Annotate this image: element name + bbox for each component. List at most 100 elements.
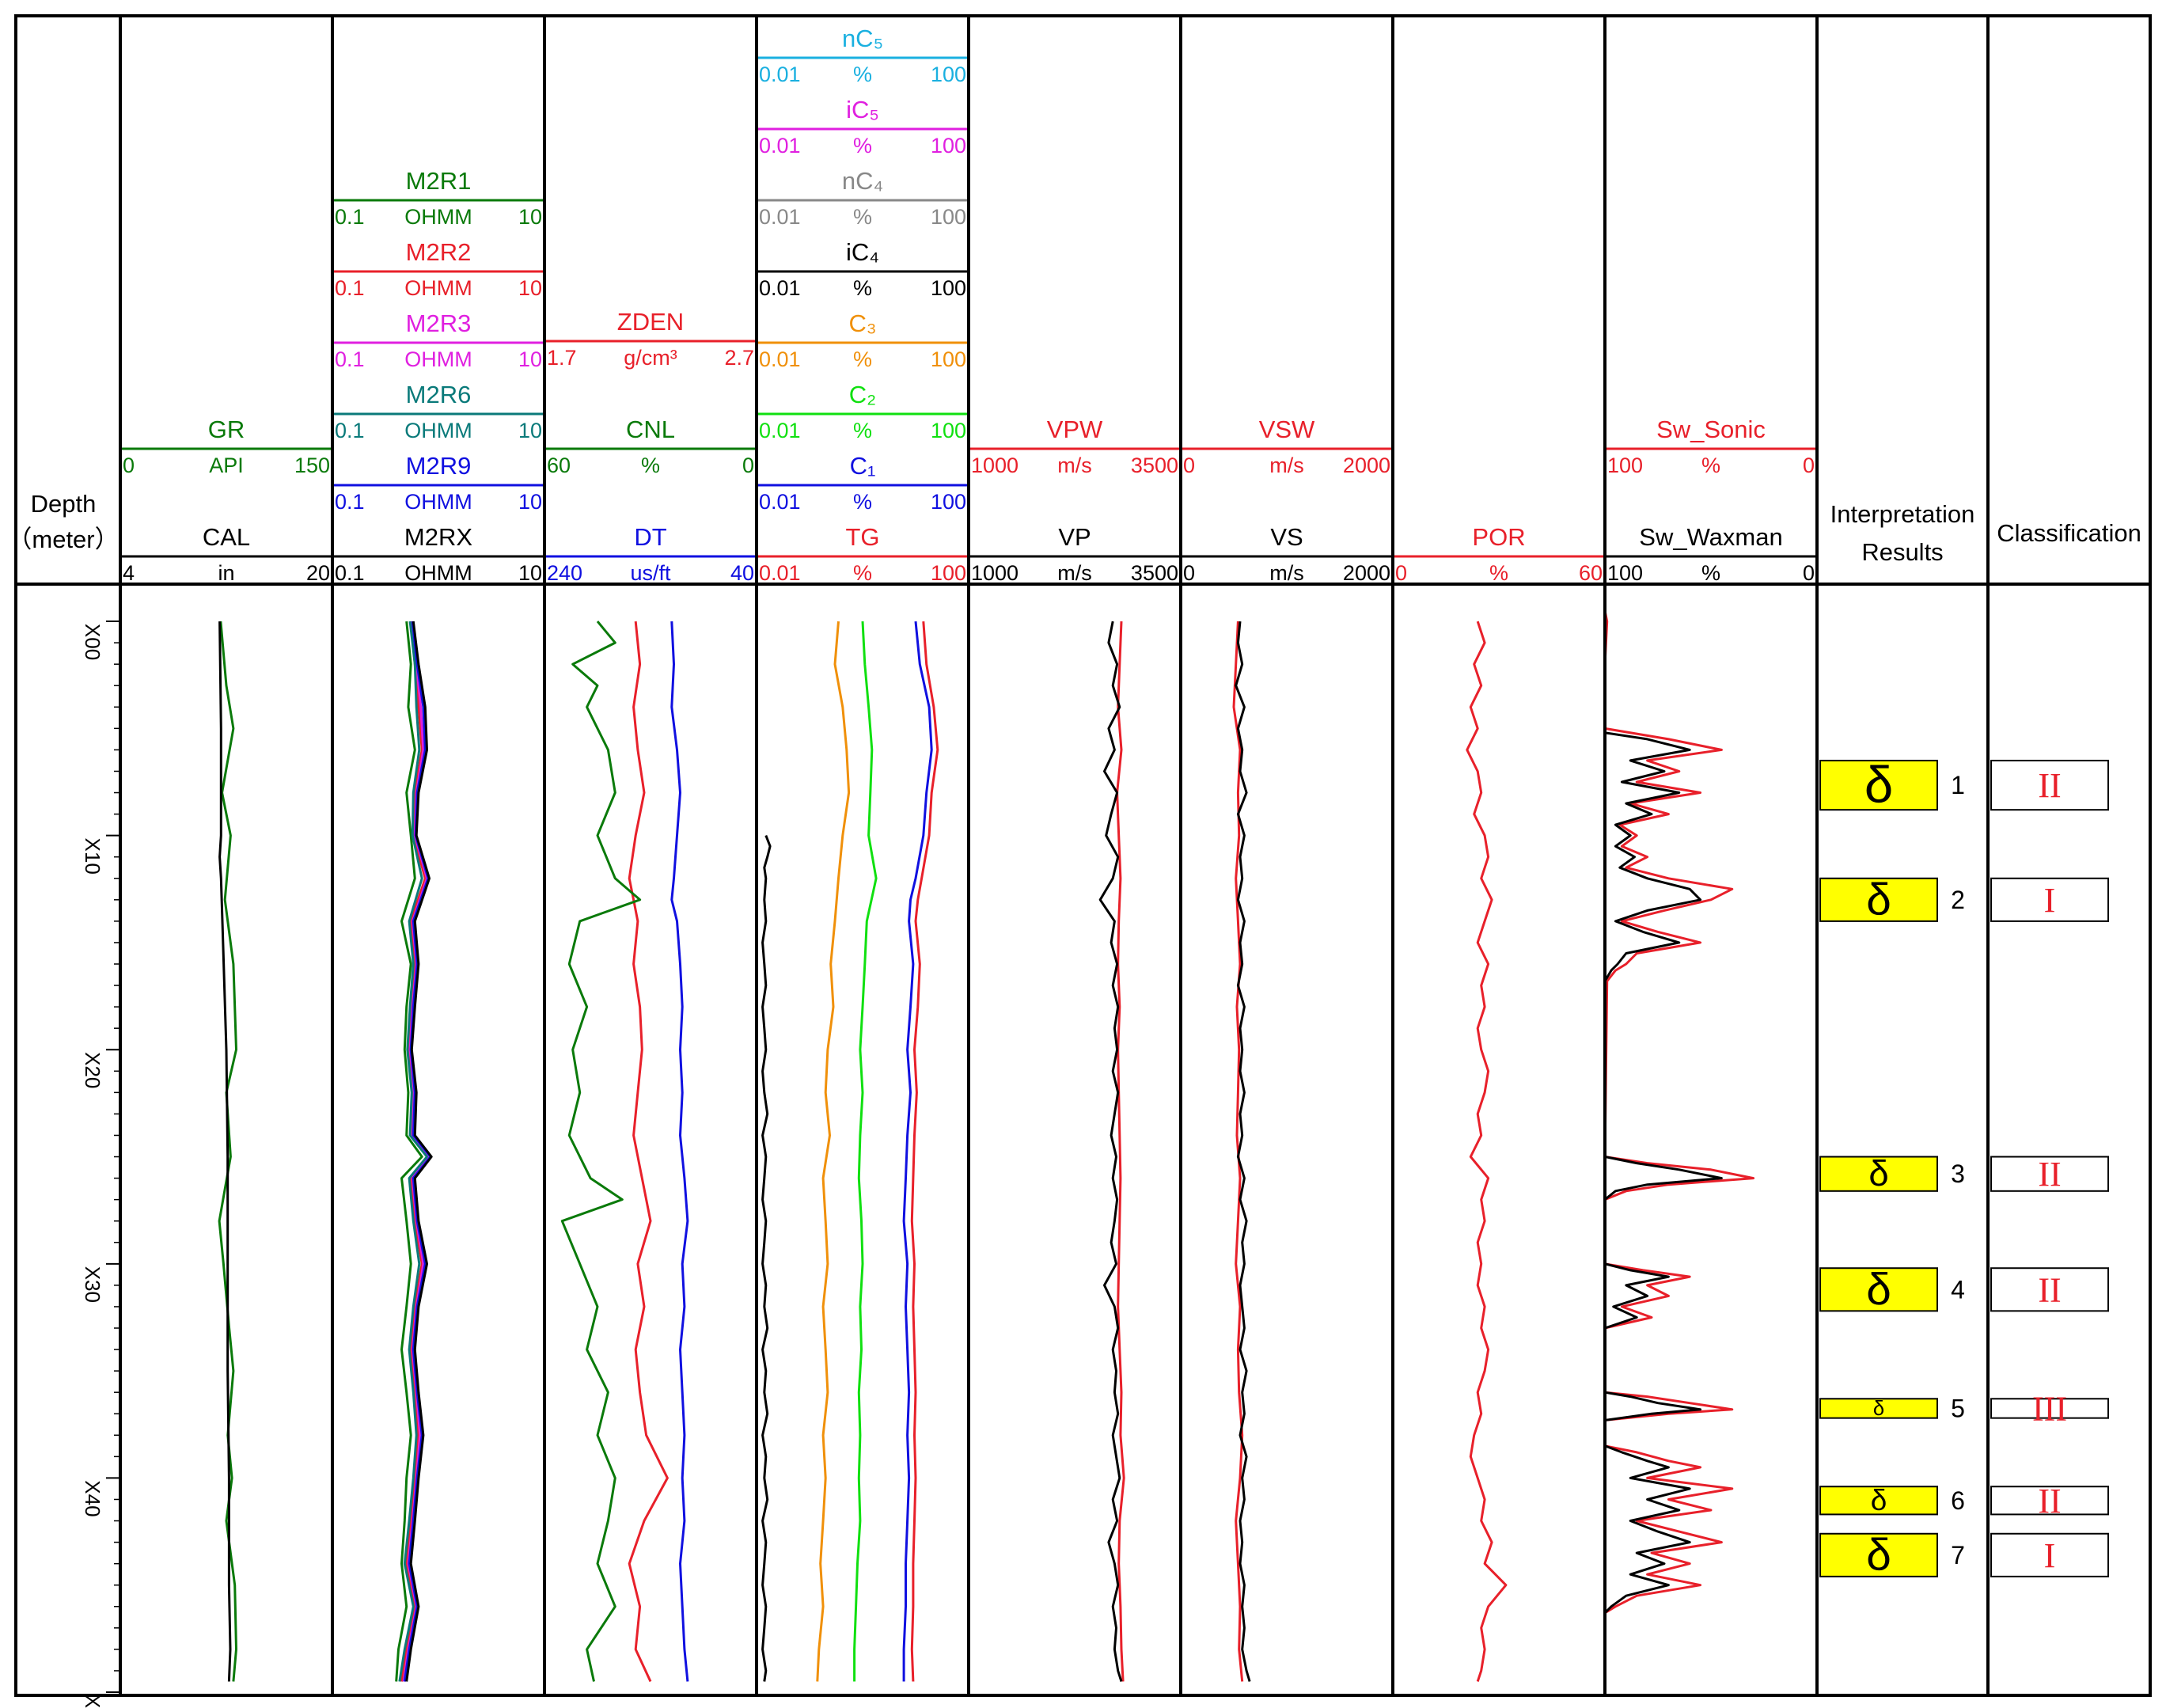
- zone-symbol: δ: [1873, 1398, 1884, 1420]
- scale-unit: %: [853, 490, 872, 514]
- curve-name-tg: TG: [845, 523, 879, 551]
- scale-unit: in: [218, 561, 234, 585]
- curve-c: [853, 621, 878, 1682]
- classification-label: I: [2044, 881, 2056, 920]
- zone-symbol: δ: [1864, 756, 1893, 814]
- scale-unit: OHMM: [404, 205, 472, 229]
- scale-unit: %: [853, 205, 872, 229]
- scale-min: 0.01: [759, 490, 801, 514]
- scale-max: 10: [518, 276, 542, 300]
- scale-max: 100: [931, 419, 966, 442]
- depth-tick-label: X50: [81, 1695, 104, 1708]
- scale-max: 40: [730, 561, 754, 585]
- curve-name-cal: CAL: [203, 523, 250, 551]
- scale-max: 3500: [1131, 561, 1178, 585]
- scale-unit: %: [853, 419, 872, 442]
- scale-min: 0: [1183, 561, 1195, 585]
- zone-number: 7: [1951, 1541, 1965, 1569]
- classification-box: [1990, 1267, 2109, 1312]
- interpretation-zone: [1819, 877, 1938, 922]
- scale-min: 0.01: [759, 561, 801, 585]
- zone-number: 4: [1951, 1275, 1965, 1304]
- depth-title: Depth: [31, 490, 97, 518]
- curve-name-c: C₁: [850, 452, 876, 480]
- scale-unit: API: [209, 454, 244, 477]
- scale-min: 0.01: [759, 63, 801, 86]
- classification-box: [1990, 1156, 2109, 1192]
- curve-name-swsonic: Sw_Sonic: [1656, 416, 1766, 443]
- interpretation-zone: [1819, 1398, 1938, 1419]
- curve-name-m2r1: M2R1: [406, 167, 472, 195]
- curve-name-nc: nC₅: [842, 25, 883, 52]
- scale-min: 1000: [971, 561, 1019, 585]
- curve-name-zden: ZDEN: [617, 308, 684, 336]
- classification-box: [1990, 759, 2109, 811]
- zone-symbol: δ: [1866, 1531, 1891, 1581]
- scale-max: 100: [931, 490, 966, 514]
- curve-name-cnl: CNL: [626, 416, 675, 443]
- curve-m2r6: [398, 621, 428, 1682]
- curve-gr: [218, 621, 237, 1682]
- curve-name-vsw: VSW: [1259, 416, 1315, 443]
- scale-unit: m/s: [1269, 454, 1304, 477]
- classification-label: I: [2044, 1536, 2056, 1575]
- curve-c: [902, 621, 933, 1682]
- scale-unit: OHMM: [404, 419, 472, 442]
- scale-max: 10: [518, 205, 542, 229]
- scale-min: 0: [123, 454, 135, 477]
- scale-max: 0: [742, 454, 754, 477]
- scale-max: 100: [931, 63, 966, 86]
- curve-dt: [670, 621, 689, 1682]
- chart-frame: [14, 14, 2152, 1697]
- zone-symbol: δ: [1866, 1265, 1891, 1315]
- scale-min: 0.1: [335, 276, 365, 300]
- depth-tick-label: X00: [81, 624, 104, 660]
- scale-max: 2000: [1343, 561, 1390, 585]
- scale-unit: g/cm³: [624, 346, 677, 370]
- curve-name-swwaxman: Sw_Waxman: [1639, 523, 1782, 551]
- interpretation-zone: [1819, 1156, 1938, 1192]
- zone-number: 1: [1951, 771, 1965, 799]
- scale-unit: m/s: [1057, 454, 1092, 477]
- curve-cal: [218, 621, 232, 1682]
- interpretation-zone: [1819, 1267, 1938, 1312]
- scale-min: 0.1: [335, 419, 365, 442]
- curve-name-c: C₃: [848, 309, 876, 337]
- scale-min: 0.01: [759, 205, 801, 229]
- scale-max: 100: [931, 561, 966, 585]
- depth-tick-label: X40: [81, 1480, 104, 1516]
- curve-name-c: C₂: [849, 381, 876, 408]
- zone-number: 5: [1951, 1394, 1965, 1422]
- scale-max: 100: [931, 205, 966, 229]
- scale-min: 100: [1607, 561, 1643, 585]
- scale-max: 0: [1803, 561, 1815, 585]
- curve-swsonic: [1603, 610, 1755, 1615]
- curve-name-m2r9: M2R9: [406, 452, 472, 480]
- scale-min: 0.01: [759, 276, 801, 300]
- scale-max: 10: [518, 490, 542, 514]
- zone-number: 6: [1951, 1486, 1965, 1515]
- scale-min: 1.7: [547, 346, 577, 370]
- scale-unit: m/s: [1057, 561, 1092, 585]
- zone-number: 3: [1951, 1160, 1965, 1188]
- scale-unit: %: [641, 454, 660, 477]
- scale-unit: %: [853, 561, 872, 585]
- curve-vs: [1235, 621, 1251, 1682]
- scale-unit: %: [853, 347, 872, 371]
- scale-unit: %: [853, 276, 872, 300]
- interpretation-zone: [1819, 759, 1938, 811]
- depth-tick-label: X20: [81, 1052, 104, 1088]
- scale-unit: %: [1489, 561, 1508, 585]
- classification-label: II: [2038, 1155, 2061, 1194]
- scale-unit: OHMM: [404, 347, 472, 371]
- scale-min: 0.1: [335, 561, 365, 585]
- scale-unit: OHMM: [404, 561, 472, 585]
- curve-zden: [628, 621, 669, 1683]
- curve-tg: [910, 621, 939, 1682]
- scale-min: 0: [1395, 561, 1407, 585]
- curve-name-nc: nC₄: [842, 167, 883, 195]
- curve-name-m2r6: M2R6: [406, 381, 472, 408]
- scale-unit: %: [1701, 561, 1720, 585]
- curve-name-gr: GR: [208, 416, 245, 443]
